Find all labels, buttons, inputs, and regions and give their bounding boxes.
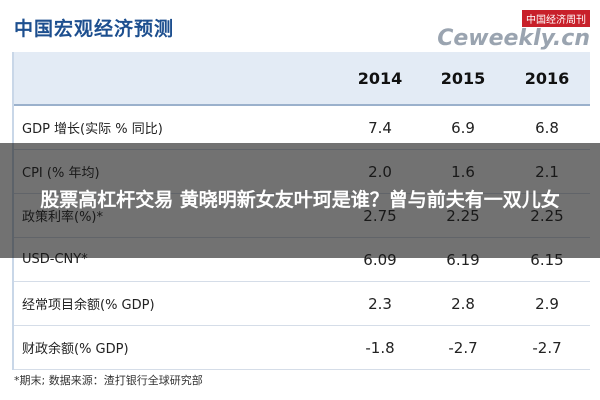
cell-value: -2.7 [448,338,478,357]
logo-en: Ceweekly.cn [437,26,590,51]
cell-value: 6.9 [451,118,475,137]
logo: 中国经济周刊 Ceweekly.cn [437,8,590,51]
logo-cn: 中国经济周刊 [522,10,590,27]
cell-value: 6.8 [535,118,559,137]
footnote: *期末; 数据来源：渣打银行全球研究部 [14,374,203,387]
table-row: 经常项目余额(% GDP) 2.3 2.8 2.9 [14,282,590,326]
cell-value: 7.4 [368,118,392,137]
column-header: 2016 [524,68,570,88]
row-label: 经常项目余额(% GDP) [22,298,155,313]
cell-value: 2.9 [535,294,559,313]
row-label: GDP 增长(实际 % 同比) [22,122,163,137]
column-header: 2015 [440,68,486,88]
table-row: 财政余额(% GDP) -1.8 -2.7 -2.7 [14,326,590,370]
cell-value: 2.8 [451,294,475,313]
cell-value: 2.3 [368,294,392,313]
caption: 股票高杠杆交易 黄晓明新女友叶珂是谁？曾与前夫有一双儿女 [40,189,560,211]
cell-value: -1.8 [365,338,395,357]
header-row: 2014 2015 2016 [14,52,590,106]
column-header: 2014 [357,68,403,88]
cell-value: -2.7 [532,338,562,357]
caption-banner: 股票高杠杆交易 黄晓明新女友叶珂是谁？曾与前夫有一双儿女 [0,143,600,258]
row-label: 财政余额(% GDP) [22,342,129,357]
title: 中国宏观经济预测 [14,18,175,40]
